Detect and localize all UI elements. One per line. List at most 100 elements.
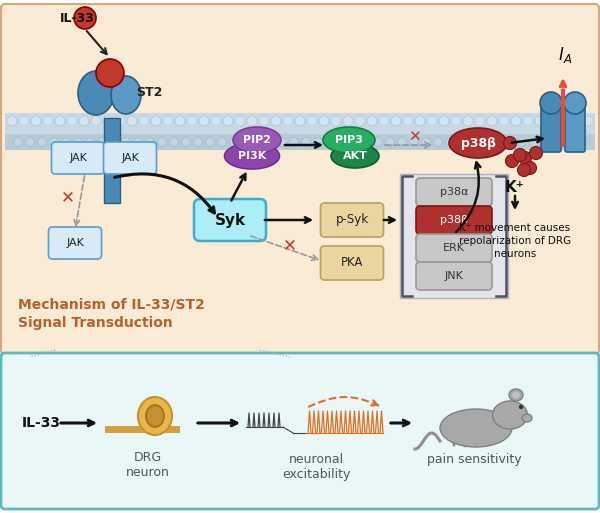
Circle shape — [343, 116, 353, 126]
Text: JAK: JAK — [121, 153, 139, 163]
Circle shape — [349, 137, 359, 147]
Circle shape — [199, 116, 209, 126]
Bar — [104, 118, 120, 203]
Text: PIP3: PIP3 — [335, 135, 363, 145]
Text: JAK: JAK — [66, 238, 84, 248]
Circle shape — [445, 137, 455, 147]
Circle shape — [163, 116, 173, 126]
Ellipse shape — [440, 409, 512, 447]
Text: PI3K: PI3K — [238, 151, 266, 161]
Circle shape — [283, 116, 293, 126]
Circle shape — [530, 147, 542, 160]
Circle shape — [25, 137, 35, 147]
Circle shape — [62, 137, 71, 147]
Circle shape — [409, 137, 419, 147]
Text: p38α: p38α — [440, 187, 468, 197]
Ellipse shape — [224, 143, 280, 169]
Circle shape — [182, 137, 191, 147]
Circle shape — [302, 137, 311, 147]
Circle shape — [37, 137, 47, 147]
Circle shape — [133, 137, 143, 147]
Circle shape — [74, 7, 96, 29]
Circle shape — [451, 116, 461, 126]
Circle shape — [505, 154, 518, 168]
Circle shape — [79, 116, 89, 126]
Circle shape — [265, 137, 275, 147]
Circle shape — [7, 116, 17, 126]
Circle shape — [277, 137, 287, 147]
Circle shape — [151, 116, 161, 126]
Circle shape — [487, 116, 497, 126]
Ellipse shape — [512, 391, 520, 399]
Circle shape — [482, 137, 491, 147]
Ellipse shape — [493, 401, 527, 429]
Circle shape — [218, 137, 227, 147]
Circle shape — [19, 116, 29, 126]
Text: neuronal
excitability: neuronal excitability — [282, 453, 350, 481]
FancyBboxPatch shape — [565, 106, 585, 152]
Circle shape — [223, 116, 233, 126]
Ellipse shape — [138, 397, 172, 435]
Text: p38β: p38β — [440, 215, 468, 225]
Circle shape — [229, 137, 239, 147]
FancyBboxPatch shape — [416, 262, 492, 290]
FancyBboxPatch shape — [416, 178, 492, 206]
Circle shape — [211, 116, 221, 126]
Text: Syk: Syk — [214, 212, 245, 227]
Ellipse shape — [331, 144, 379, 168]
Circle shape — [530, 137, 539, 147]
Circle shape — [290, 137, 299, 147]
Circle shape — [463, 116, 473, 126]
FancyBboxPatch shape — [5, 134, 595, 150]
Circle shape — [295, 116, 305, 126]
Circle shape — [259, 116, 269, 126]
Circle shape — [518, 151, 532, 165]
Circle shape — [187, 116, 197, 126]
Text: p38β: p38β — [461, 136, 496, 149]
Circle shape — [319, 116, 329, 126]
Circle shape — [96, 59, 124, 87]
Circle shape — [470, 137, 479, 147]
Circle shape — [458, 137, 467, 147]
Circle shape — [475, 116, 485, 126]
Circle shape — [535, 116, 545, 126]
Circle shape — [74, 137, 83, 147]
Circle shape — [43, 116, 53, 126]
Circle shape — [559, 116, 569, 126]
Ellipse shape — [449, 128, 507, 158]
Ellipse shape — [78, 71, 114, 115]
FancyBboxPatch shape — [416, 206, 492, 234]
FancyBboxPatch shape — [5, 113, 595, 135]
FancyBboxPatch shape — [1, 353, 599, 509]
Circle shape — [517, 137, 527, 147]
Circle shape — [523, 116, 533, 126]
Circle shape — [247, 116, 257, 126]
FancyBboxPatch shape — [52, 142, 104, 174]
Ellipse shape — [540, 92, 562, 114]
Text: p-Syk: p-Syk — [335, 213, 368, 227]
Circle shape — [511, 116, 521, 126]
Circle shape — [205, 137, 215, 147]
Text: Mechanism of IL-33/ST2
Signal Transduction: Mechanism of IL-33/ST2 Signal Transducti… — [18, 298, 205, 330]
Circle shape — [139, 116, 149, 126]
Circle shape — [110, 137, 119, 147]
Circle shape — [566, 137, 575, 147]
Text: IL-33: IL-33 — [60, 11, 95, 25]
Circle shape — [14, 137, 23, 147]
Circle shape — [523, 162, 536, 174]
Circle shape — [115, 116, 125, 126]
Circle shape — [427, 116, 437, 126]
Circle shape — [271, 116, 281, 126]
Ellipse shape — [522, 414, 532, 422]
FancyBboxPatch shape — [541, 106, 561, 152]
Bar — [400, 174, 508, 298]
Ellipse shape — [111, 76, 141, 114]
Circle shape — [571, 116, 581, 126]
Circle shape — [583, 116, 593, 126]
Circle shape — [91, 116, 101, 126]
Ellipse shape — [323, 127, 375, 153]
Text: JAK: JAK — [69, 153, 87, 163]
FancyBboxPatch shape — [320, 246, 383, 280]
Circle shape — [554, 137, 563, 147]
Circle shape — [519, 405, 523, 409]
